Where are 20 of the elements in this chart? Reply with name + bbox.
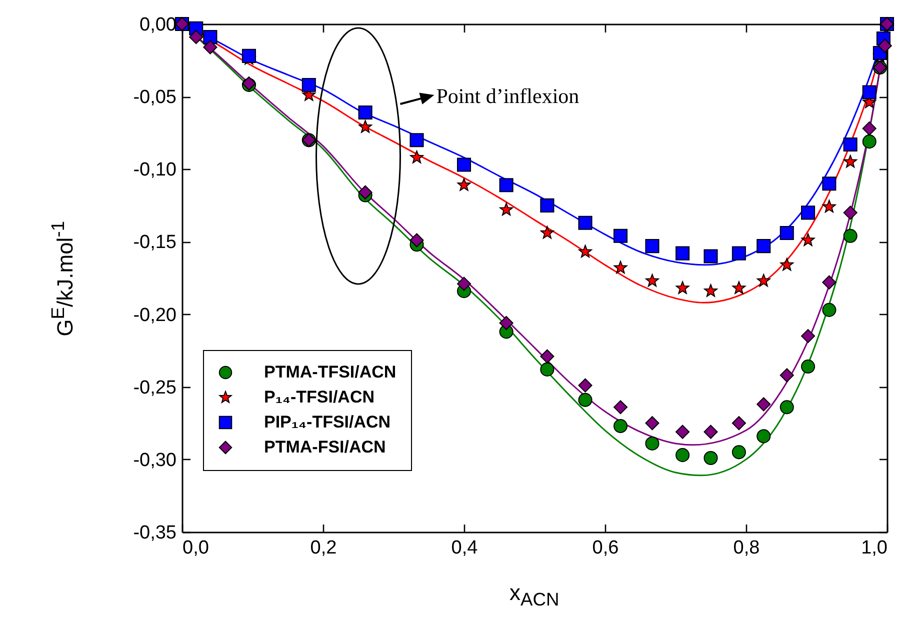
x-axis-title: x$_{ACN}$ [510,580,560,610]
y-tick-label: -0,25 [133,377,176,398]
x-tick-label: 0,0 [182,538,209,558]
x-tick-label: 0,2 [310,538,337,558]
x-tick-label: 0,4 [451,538,478,558]
legend-label: PTMA-FSI/ACN [264,438,386,456]
y-tick-label: -0,15 [133,232,176,254]
x-tick-label: 1,0 [861,538,888,558]
y-tick-label: -0,05 [133,87,176,108]
x-tick-label: 0,8 [733,538,760,558]
legend-label: P₁₄-TFSI/ACN [264,388,375,406]
y-tick-label: 0,00 [140,14,176,36]
y-tick-label: -0,35 [133,522,176,544]
annotation: Point d’inflexion [436,84,580,108]
legend-label: PTMA-TFSI/ACN [264,362,396,382]
y-tick-label: -0,10 [133,160,176,181]
y-tick-label: -0,30 [133,450,176,471]
legend-label: PIP₁₄-TFSI/ACN [264,412,391,432]
y-tick-label: -0,20 [133,304,176,326]
x-tick-label: 0,6 [592,538,619,558]
